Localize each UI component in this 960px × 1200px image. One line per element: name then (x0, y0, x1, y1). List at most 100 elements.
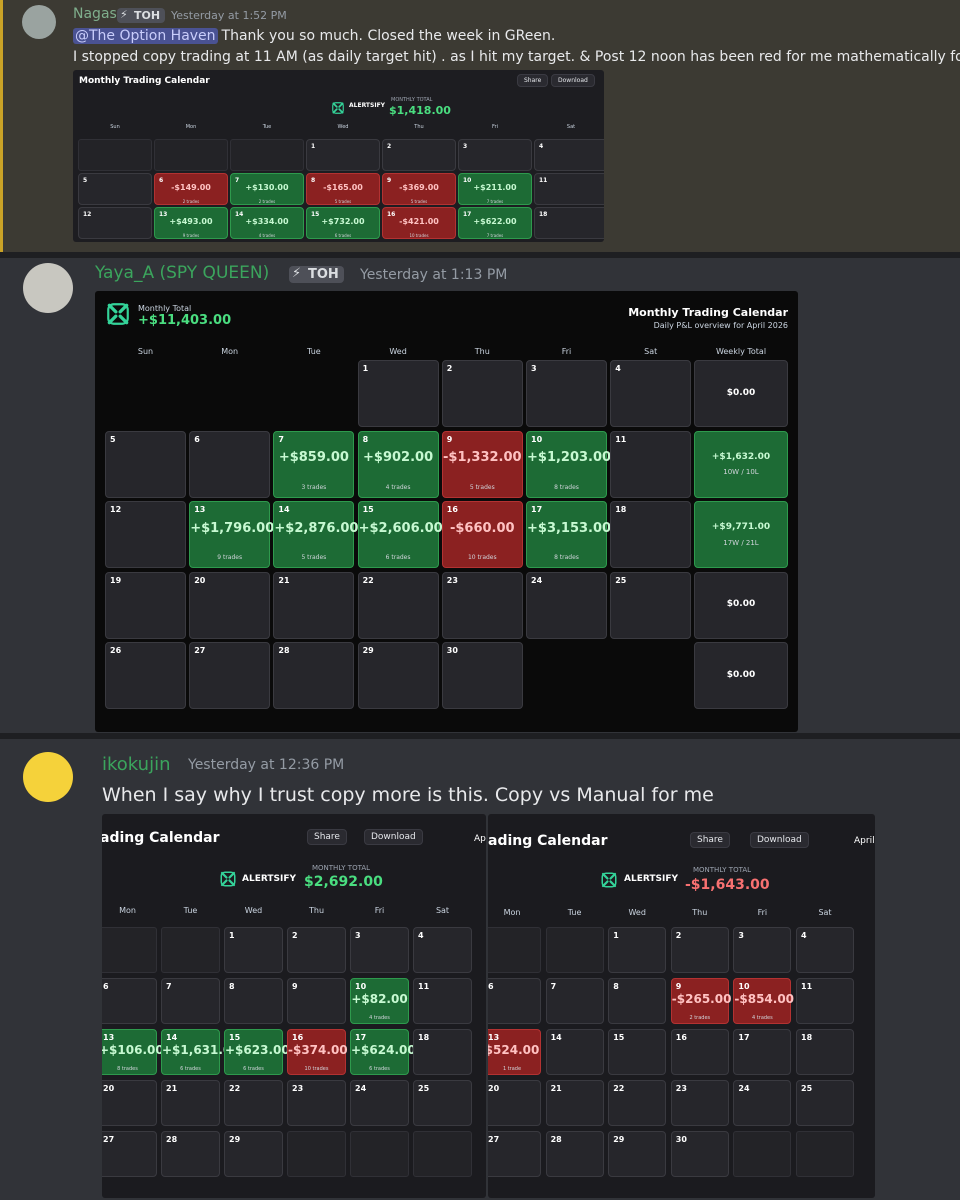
day-cell[interactable]: 28 (161, 1131, 220, 1177)
day-cell[interactable]: 28 (545, 1131, 604, 1177)
day-cell[interactable]: 1 (306, 139, 380, 171)
share-button[interactable]: Share (307, 829, 347, 845)
day-cell[interactable]: 4 (796, 927, 854, 973)
download-button[interactable]: Download (750, 832, 809, 848)
day-cell[interactable]: 27 (488, 1131, 541, 1177)
day-cell[interactable]: 14 +$1,631.00 6 trades (161, 1029, 240, 1075)
day-cell[interactable]: 10 -$854.00 4 trades (733, 978, 794, 1024)
day-cell[interactable]: 2 (441, 360, 523, 427)
day-cell[interactable]: 22 (608, 1080, 667, 1126)
calendar-image[interactable]: Monthly Trading Calendar Share Download ALE… (73, 70, 604, 242)
day-cell[interactable]: 22 (357, 571, 439, 639)
day-cell[interactable]: 7 +$130.00 2 trades (230, 173, 304, 205)
calendar-image[interactable]: ading Calendar Share Download April ALERTSIF… (488, 814, 875, 1198)
day-cell[interactable]: 10 +$211.00 7 trades (458, 173, 532, 205)
day-cell[interactable]: 15 +$732.00 6 trades (306, 207, 380, 239)
day-cell[interactable]: 16 -$421.00 10 trades (382, 207, 456, 239)
day-cell[interactable]: 27 (189, 642, 271, 709)
download-button[interactable]: Download (551, 74, 595, 87)
day-cell[interactable]: 23 (287, 1080, 346, 1126)
day-cell[interactable]: 24 (526, 571, 607, 639)
day-cell[interactable]: 25 (413, 1080, 472, 1126)
day-cell[interactable]: 11 (610, 430, 692, 498)
day-cell[interactable]: 6 (488, 978, 541, 1024)
day-cell[interactable]: 6 (189, 430, 271, 498)
day-cell[interactable]: 30 (441, 642, 523, 709)
day-cell[interactable]: 15 +$623.00 6 trades (224, 1029, 290, 1075)
day-cell[interactable]: 10 +$82.00 4 trades (350, 978, 409, 1024)
day-cell[interactable]: 26 (105, 642, 186, 709)
day-cell[interactable]: 6 (102, 978, 157, 1024)
day-cell[interactable]: 21 (273, 571, 355, 639)
day-cell[interactable]: 25 (610, 571, 692, 639)
day-cell[interactable]: 3 (733, 927, 792, 973)
day-cell[interactable]: 19 (105, 571, 186, 639)
day-cell[interactable]: 18 (413, 1029, 472, 1075)
day-cell[interactable]: 9 -$265.00 2 trades (670, 978, 731, 1024)
day-cell[interactable]: 29 (608, 1131, 667, 1177)
day-cell[interactable]: 9 -$369.00 5 trades (382, 173, 456, 205)
day-cell[interactable]: 11 (413, 978, 472, 1024)
day-cell[interactable]: 13 +$1,796.00 9 trades (189, 501, 274, 568)
day-cell[interactable]: 30 (670, 1131, 729, 1177)
day-cell[interactable]: 3 (350, 927, 409, 973)
author-name[interactable]: ikokujin (102, 754, 171, 775)
day-cell[interactable]: 8 (224, 978, 283, 1024)
day-cell[interactable]: 21 (161, 1080, 220, 1126)
day-cell[interactable]: 3 (458, 139, 532, 171)
day-cell[interactable]: 18 (534, 207, 604, 239)
day-cell[interactable]: 13 +$493.00 9 trades (154, 207, 228, 239)
day-cell[interactable]: 28 (273, 642, 355, 709)
calendar-image[interactable]: ading Calendar Share Download Ap ALERTSIFY MO… (102, 814, 486, 1198)
day-cell[interactable]: 17 (733, 1029, 792, 1075)
day-cell[interactable]: 14 (545, 1029, 604, 1075)
day-cell[interactable]: 1 (224, 927, 283, 973)
day-cell[interactable]: 8 (608, 978, 667, 1024)
day-cell[interactable]: 2 (670, 927, 729, 973)
day-cell[interactable]: 8 -$165.00 5 trades (306, 173, 380, 205)
day-cell[interactable]: 24 (350, 1080, 409, 1126)
download-button[interactable]: Download (364, 829, 423, 845)
day-cell[interactable]: 5 (78, 173, 152, 205)
day-cell[interactable]: 23 (670, 1080, 729, 1126)
day-cell[interactable]: 29 (357, 642, 439, 709)
day-cell[interactable]: 7 (545, 978, 604, 1024)
day-cell[interactable]: 20 (189, 571, 271, 639)
calendar-image[interactable]: Monthly Total +$11,403.00 Monthly Trading … (95, 291, 798, 732)
day-cell[interactable]: 18 (610, 501, 692, 568)
day-cell[interactable]: 12 (105, 501, 186, 568)
day-cell[interactable]: 12 (78, 207, 152, 239)
day-cell[interactable]: 2 (382, 139, 456, 171)
day-cell[interactable]: 27 (102, 1131, 157, 1177)
day-cell[interactable]: 17 +$3,153.00 8 trades (526, 501, 611, 568)
day-cell[interactable]: 11 (796, 978, 854, 1024)
day-cell[interactable]: 4 (413, 927, 472, 973)
day-cell[interactable]: 15 (608, 1029, 667, 1075)
day-cell[interactable]: 2 (287, 927, 346, 973)
share-button[interactable]: Share (517, 74, 549, 87)
day-cell[interactable]: 1 (608, 927, 667, 973)
day-cell[interactable]: 17 +$624.00 6 trades (350, 1029, 416, 1075)
day-cell[interactable]: 6 -$149.00 2 trades (154, 173, 228, 205)
day-cell[interactable]: 16 -$374.00 10 trades (287, 1029, 348, 1075)
day-cell[interactable]: 20 (488, 1080, 541, 1126)
day-cell[interactable]: 4 (534, 139, 604, 171)
day-cell[interactable]: 18 (796, 1029, 854, 1075)
day-cell[interactable]: 7 +$859.00 3 trades (273, 430, 355, 498)
day-cell[interactable]: 11 (534, 173, 604, 205)
day-cell[interactable]: 22 (224, 1080, 283, 1126)
day-cell[interactable]: 9 -$1,332.00 5 trades (441, 430, 523, 498)
day-cell[interactable]: 14 +$2,876.00 5 trades (273, 501, 358, 568)
day-cell[interactable]: 13 $524.00 1 trade (488, 1029, 541, 1075)
day-cell[interactable]: 24 (733, 1080, 792, 1126)
day-cell[interactable]: 29 (224, 1131, 283, 1177)
day-cell[interactable]: 10 +$1,203.00 8 trades (526, 430, 611, 498)
day-cell[interactable]: 13 +$106.00 8 trades (102, 1029, 164, 1075)
day-cell[interactable]: 14 +$334.00 4 trades (230, 207, 304, 239)
day-cell[interactable]: 21 (545, 1080, 604, 1126)
day-cell[interactable]: 23 (441, 571, 523, 639)
day-cell[interactable]: 17 +$622.00 7 trades (458, 207, 532, 239)
author-name[interactable]: Nagas (73, 6, 117, 22)
day-cell[interactable]: 4 (610, 360, 692, 427)
day-cell[interactable]: 15 +$2,606.00 6 trades (357, 501, 443, 568)
